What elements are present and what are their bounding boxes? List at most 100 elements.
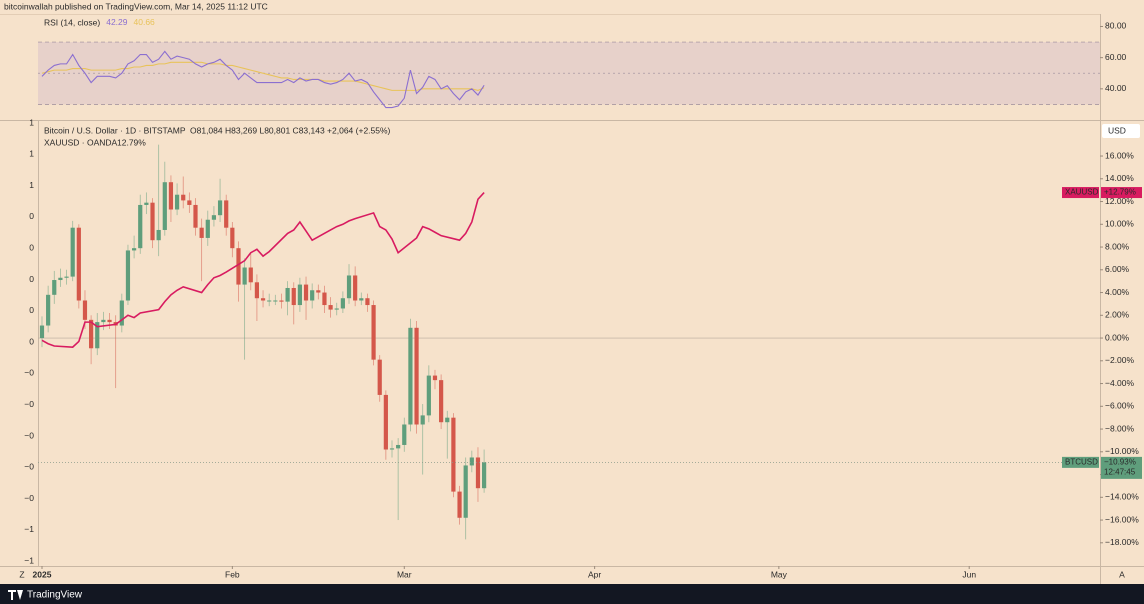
candle-body xyxy=(389,448,395,450)
left-axis-label: 1 xyxy=(29,149,34,159)
left-axis-label: −1 xyxy=(24,524,34,534)
badge-value: +12.79% xyxy=(1104,188,1136,197)
candle-body xyxy=(334,308,339,310)
candle-body xyxy=(89,319,94,349)
candle-body xyxy=(150,202,155,241)
left-axis-label: −0 xyxy=(24,430,34,440)
y-tick-label: −14.00% xyxy=(1105,492,1139,502)
candle-body xyxy=(82,300,88,320)
y-tick-label: 14.00% xyxy=(1105,173,1134,183)
candle-body xyxy=(193,204,198,228)
left-axis-label: −0 xyxy=(24,368,34,378)
candle-body xyxy=(39,325,45,339)
candle-body xyxy=(224,200,229,228)
tv-logo xyxy=(8,590,23,600)
candle-body xyxy=(303,284,309,301)
candle-body xyxy=(174,194,180,210)
zoom-button[interactable]: Z xyxy=(19,569,24,579)
candle-body xyxy=(70,227,75,277)
candle-body xyxy=(475,457,481,489)
candle-body xyxy=(52,280,57,295)
candle-body xyxy=(260,298,266,301)
left-axis-label: 1 xyxy=(29,117,34,127)
x-tick-label: May xyxy=(771,569,788,579)
candle-body xyxy=(168,182,174,210)
ohlc-info: O81,084 H83,269 L80,801 C83,143 +2,064 (… xyxy=(190,125,391,135)
badge-name: BTCUSD xyxy=(1065,457,1098,466)
main-title: Bitcoin / U.S. Dollar · 1D · BITSTAMP xyxy=(44,125,186,135)
left-axis-label: 0 xyxy=(29,274,34,284)
xau-line xyxy=(41,192,485,348)
candle-body xyxy=(101,319,106,323)
candle-body xyxy=(346,275,352,299)
auto-button[interactable]: A xyxy=(1119,569,1125,579)
candle-body xyxy=(328,305,333,310)
badge-value-box xyxy=(1101,456,1142,479)
candle-body xyxy=(426,375,431,416)
y-tick-label: −16.00% xyxy=(1105,514,1139,524)
series-legend: XAUUSD · OANDA xyxy=(44,137,118,147)
candle-body xyxy=(267,300,272,302)
candle-body xyxy=(285,287,290,302)
candle-body xyxy=(439,380,444,423)
y-tick-label: −6.00% xyxy=(1105,401,1135,411)
candle-body xyxy=(46,294,51,326)
candle-body xyxy=(359,298,364,301)
rsi-line xyxy=(41,50,485,109)
candle-body xyxy=(217,200,223,216)
left-axis-label: 0 xyxy=(29,242,34,252)
candle-body xyxy=(248,267,253,283)
candle-body xyxy=(199,227,204,238)
candle-body xyxy=(107,319,112,323)
candle-body xyxy=(469,457,474,466)
y-tick-label: 2.00% xyxy=(1105,310,1130,320)
left-axis-label: −1 xyxy=(24,555,34,565)
candle-body xyxy=(230,227,235,249)
x-tick-label: Apr xyxy=(588,569,601,579)
rsi-tick-label: 80.00 xyxy=(1105,21,1127,31)
badge-name: XAUUSD xyxy=(1065,188,1099,197)
candle-body xyxy=(322,292,327,306)
left-axis-label: −0 xyxy=(24,493,34,503)
rsi-ma-value: 40.66 xyxy=(134,17,156,27)
badge-value: −10.93% xyxy=(1104,457,1136,466)
candle-body xyxy=(297,284,302,306)
left-axis-label: −0 xyxy=(24,462,34,472)
y-tick-label: −2.00% xyxy=(1105,355,1135,365)
rsi-tick-label: 40.00 xyxy=(1105,83,1127,93)
y-tick-label: 0.00% xyxy=(1105,332,1130,342)
candle-body xyxy=(125,250,131,301)
candle-body xyxy=(156,229,161,241)
candle-body xyxy=(138,204,143,249)
candle-body xyxy=(58,277,63,281)
publisher: bitcoinwallah published on TradingView.c… xyxy=(4,1,268,11)
y-tick-label: −18.00% xyxy=(1105,537,1139,547)
left-axis-label: −0 xyxy=(24,399,34,409)
left-axis-label: 0 xyxy=(29,211,34,221)
candle-body xyxy=(273,300,278,302)
candle-body xyxy=(457,491,462,518)
candle-body xyxy=(353,275,358,301)
candle-body xyxy=(76,227,81,301)
candle-body xyxy=(211,215,217,220)
y-tick-label: −8.00% xyxy=(1105,423,1135,433)
candle-body xyxy=(316,290,321,293)
candle-body xyxy=(445,417,450,423)
x-tick-label: Jun xyxy=(962,569,976,579)
candle-body xyxy=(432,375,438,381)
candle-body xyxy=(162,182,167,230)
candle-body xyxy=(242,267,247,285)
candle-body xyxy=(144,202,149,205)
candle-body xyxy=(236,248,241,285)
y-tick-label: −4.00% xyxy=(1105,378,1135,388)
candle-body xyxy=(279,300,284,302)
rsi-legend: RSI (14, close) 42.29 40.66 xyxy=(44,17,155,27)
y-tick-label: 8.00% xyxy=(1105,241,1130,251)
x-tick-label: Mar xyxy=(397,569,412,579)
candle-body xyxy=(310,290,315,301)
candle-body xyxy=(340,298,345,309)
candle-body xyxy=(371,305,376,360)
candle-body xyxy=(463,465,468,518)
